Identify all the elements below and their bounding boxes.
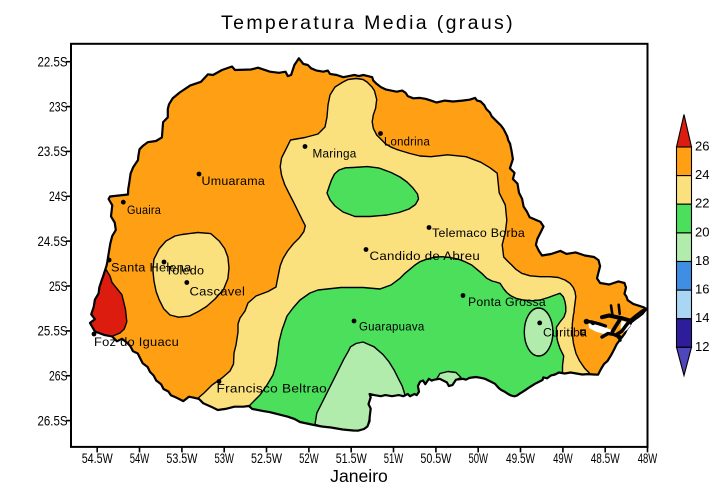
svg-text:49W: 49W: [553, 450, 573, 466]
svg-text:Candido de Abreu: Candido de Abreu: [370, 249, 481, 263]
svg-text:51.5W: 51.5W: [336, 450, 368, 466]
svg-text:24: 24: [695, 167, 709, 182]
svg-text:26: 26: [695, 139, 709, 154]
svg-text:22: 22: [695, 196, 709, 211]
svg-text:22.5S: 22.5S: [38, 54, 68, 70]
svg-text:48W: 48W: [638, 450, 658, 466]
svg-text:26.5S: 26.5S: [38, 412, 68, 428]
svg-text:Guarapuava: Guarapuava: [359, 320, 425, 334]
svg-text:Francisco Beltrao: Francisco Beltrao: [217, 382, 328, 396]
svg-text:23.5S: 23.5S: [38, 143, 68, 159]
svg-text:Umuarama: Umuarama: [202, 174, 266, 188]
svg-text:54.5W: 54.5W: [82, 450, 114, 466]
svg-text:Curitiba: Curitiba: [543, 326, 587, 340]
svg-text:54W: 54W: [130, 450, 150, 466]
svg-text:Toledo: Toledo: [166, 264, 205, 278]
svg-text:53.5W: 53.5W: [166, 450, 198, 466]
svg-text:Guaira: Guaira: [127, 203, 161, 217]
svg-text:50.5W: 50.5W: [420, 450, 452, 466]
svg-text:53W: 53W: [214, 450, 234, 466]
svg-text:14: 14: [695, 310, 709, 325]
svg-text:12: 12: [695, 339, 709, 354]
svg-text:25S: 25S: [49, 278, 68, 294]
svg-text:49.5W: 49.5W: [506, 450, 536, 466]
svg-text:51W: 51W: [384, 450, 404, 466]
svg-text:Telemaco Borba: Telemaco Borba: [432, 226, 525, 240]
svg-text:24.5S: 24.5S: [38, 233, 68, 249]
svg-text:18: 18: [695, 253, 709, 268]
svg-text:16: 16: [695, 282, 709, 297]
svg-text:Foz do Iguacu: Foz do Iguacu: [94, 335, 179, 349]
svg-text:Cascavel: Cascavel: [190, 285, 246, 299]
svg-text:25.5S: 25.5S: [38, 323, 68, 339]
svg-text:26S: 26S: [49, 368, 68, 384]
svg-text:Temperatura Media (graus): Temperatura Media (graus): [221, 12, 515, 34]
svg-text:Maringa: Maringa: [313, 147, 357, 161]
svg-text:24S: 24S: [49, 188, 68, 204]
svg-text:23S: 23S: [49, 98, 68, 114]
svg-text:20: 20: [695, 224, 709, 239]
svg-text:50W: 50W: [468, 450, 488, 466]
svg-text:Janeiro: Janeiro: [330, 466, 388, 486]
svg-text:Santa Helena: Santa Helena: [111, 261, 192, 275]
svg-text:Ponta Grossa: Ponta Grossa: [468, 295, 546, 309]
svg-text:Londrina: Londrina: [384, 135, 430, 149]
svg-text:48.5W: 48.5W: [591, 450, 621, 466]
svg-text:52W: 52W: [299, 450, 319, 466]
svg-text:52.5W: 52.5W: [251, 450, 283, 466]
